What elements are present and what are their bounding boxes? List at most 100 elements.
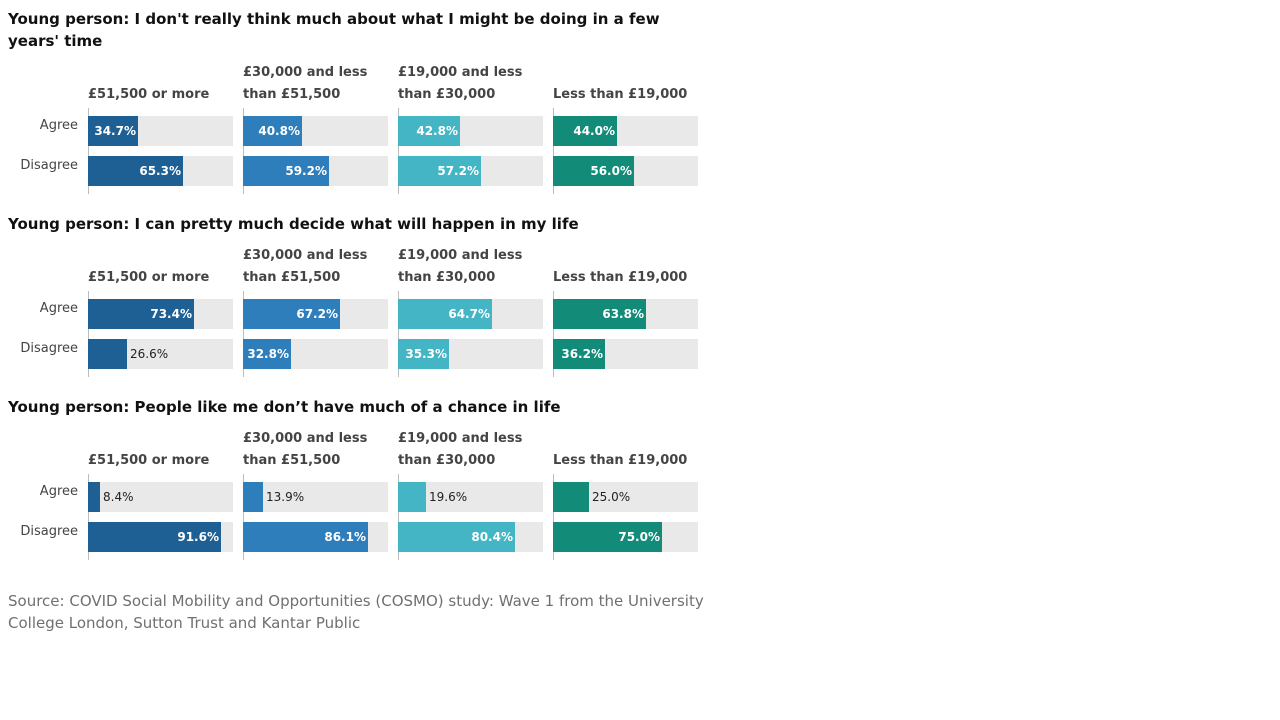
bar [88,339,127,369]
category-label: £19,000 and less [398,248,523,263]
data-label: 75.0% [618,530,660,544]
bar [88,522,221,552]
bar [88,116,138,146]
bar [88,156,183,186]
data-label: 34.7% [94,124,136,138]
data-label: 65.3% [139,164,181,178]
data-label: 35.3% [405,347,447,361]
bar [243,156,329,186]
bar-track: 13.9% [243,482,388,512]
bar-track: 32.8% [243,339,388,369]
category-label: Less than £19,000 [553,270,688,285]
category-label: £30,000 and less [243,248,368,263]
bar [243,299,340,329]
bar [553,156,634,186]
source-note: Source: COVID Social Mobility and Opport… [8,592,704,632]
bar [553,116,617,146]
data-label: 8.4% [103,490,134,504]
category-label: £30,000 and less [243,65,368,80]
category-label: £51,500 or more [88,453,210,468]
axis-line [553,108,554,194]
bar [553,482,589,512]
panel-title: Young person: I don't really think much … [8,10,660,50]
data-label: 42.8% [416,124,458,138]
category-label: Less than £19,000 [553,453,688,468]
bar-track: 73.4% [88,299,233,329]
data-label: 86.1% [324,530,366,544]
bar-track: 65.3% [88,156,233,186]
bar [243,116,302,146]
category-label: than £51,500 [243,270,341,285]
row-label-disagree: Disagree [20,524,78,539]
axis-line [243,474,244,560]
data-label: 56.0% [590,164,632,178]
category-label: £51,500 or more [88,270,210,285]
data-label: 73.4% [150,307,192,321]
chart-panel: Young person: I can pretty much decide w… [0,213,720,403]
bar [243,522,368,552]
data-label: 67.2% [296,307,338,321]
axis-line [243,108,244,194]
axis-line [243,291,244,377]
axis-line [88,474,89,560]
chart-panel: Young person: People like me don’t have … [0,396,720,586]
data-label: 19.6% [429,490,468,504]
bar [88,482,100,512]
axis-line [398,474,399,560]
data-label: 40.8% [258,124,300,138]
data-label: 64.7% [448,307,490,321]
bar-track: 64.7% [398,299,543,329]
category-label: than £30,000 [398,87,496,102]
row-label-disagree: Disagree [20,158,78,173]
bar [553,522,662,552]
bar-track: 8.4% [88,482,233,512]
bar-track: 86.1% [243,522,388,552]
data-label: 91.6% [177,530,219,544]
bar-track: 26.6% [88,339,233,369]
axis-line [88,108,89,194]
row-label-agree: Agree [39,118,78,133]
bar [398,522,515,552]
bar [88,299,194,329]
bar [553,339,605,369]
data-label: 59.2% [285,164,327,178]
bar [398,116,460,146]
panel-title: Young person: I can pretty much decide w… [8,215,579,233]
data-label: 25.0% [592,490,631,504]
bar [243,339,291,369]
data-label: 80.4% [471,530,513,544]
data-label: 44.0% [573,124,615,138]
bar-track: 25.0% [553,482,698,512]
row-label-disagree: Disagree [20,341,78,356]
bar-track: 35.3% [398,339,543,369]
bar-track: 40.8% [243,116,388,146]
bar-track: 80.4% [398,522,543,552]
data-label: 36.2% [561,347,603,361]
chart-panel: Young person: I don't really think much … [0,8,720,198]
bar [243,482,263,512]
bar [398,339,449,369]
row-label-agree: Agree [39,484,78,499]
bar [553,299,646,329]
bar-track: 56.0% [553,156,698,186]
category-label: £19,000 and less [398,431,523,446]
axis-line [88,291,89,377]
data-label: 13.9% [266,490,305,504]
category-label: than £51,500 [243,453,341,468]
data-label: 57.2% [437,164,479,178]
row-label-agree: Agree [39,301,78,316]
axis-line [398,108,399,194]
bar [398,299,492,329]
category-label: than £30,000 [398,453,496,468]
bar-track: 36.2% [553,339,698,369]
axis-line [553,291,554,377]
category-label: than £30,000 [398,270,496,285]
data-label: 26.6% [130,347,169,361]
bar-track: 34.7% [88,116,233,146]
bar-track: 57.2% [398,156,543,186]
bar-track: 63.8% [553,299,698,329]
category-label: £51,500 or more [88,87,210,102]
data-label: 32.8% [247,347,289,361]
bar-track: 42.8% [398,116,543,146]
bar-track: 91.6% [88,522,233,552]
